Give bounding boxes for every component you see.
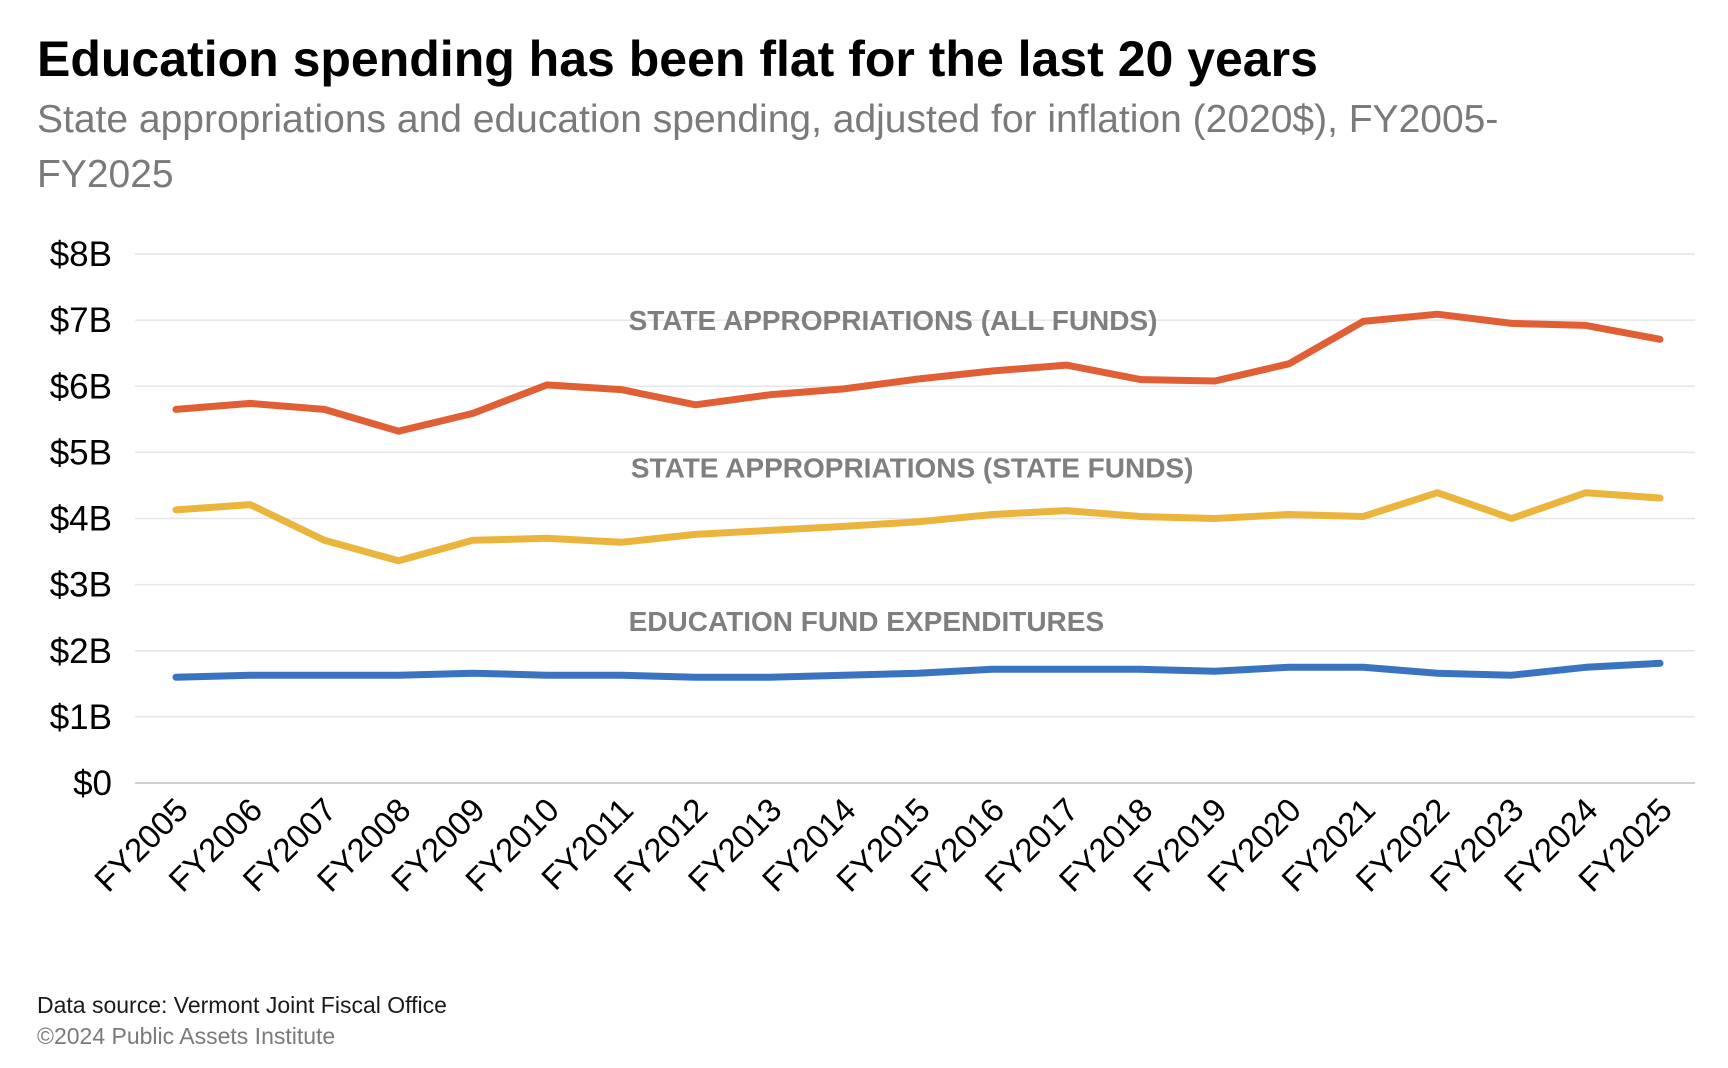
y-tick-label: $6B (50, 367, 112, 406)
x-axis-ticks: FY2005FY2006FY2007FY2008FY2009FY2010FY20… (87, 791, 1679, 899)
data-source-note: Data source: Vermont Joint Fiscal Office (37, 992, 447, 1018)
line-chart: $0 $1B $2B $3B $4B $5B $6B $7B $8B FY2005FY2006F… (50, 235, 1695, 899)
y-tick-label: $2B (50, 632, 112, 671)
y-tick-label: $3B (50, 566, 112, 605)
series-line (172, 489, 1664, 565)
series-label: STATE APPROPRIATIONS (ALL FUNDS) (629, 305, 1158, 336)
y-tick-label: $4B (50, 500, 112, 539)
series-line (172, 659, 1664, 681)
y-axis-ticks: $0 $1B $2B $3B $4B $5B $6B $7B $8B (50, 235, 112, 803)
y-tick-label: $1B (50, 698, 112, 737)
chart-title: Education spending has been flat for the… (37, 31, 1318, 87)
y-tick-label: $5B (50, 433, 112, 472)
series-labels: STATE APPROPRIATIONS (ALL FUNDS) STATE AP… (629, 305, 1194, 637)
series-lines (172, 310, 1664, 681)
copyright-note: ©2024 Public Assets Institute (37, 1023, 336, 1049)
chart-subtitle: State appropriations and education spend… (37, 98, 1499, 196)
y-tick-label: $7B (50, 301, 112, 340)
series-label: STATE APPROPRIATIONS (STATE FUNDS) (631, 453, 1194, 484)
y-tick-label: $8B (50, 235, 112, 274)
series-line (172, 310, 1664, 435)
series-label: EDUCATION FUND EXPENDITURES (629, 606, 1105, 637)
y-tick-label: $0 (73, 764, 112, 803)
